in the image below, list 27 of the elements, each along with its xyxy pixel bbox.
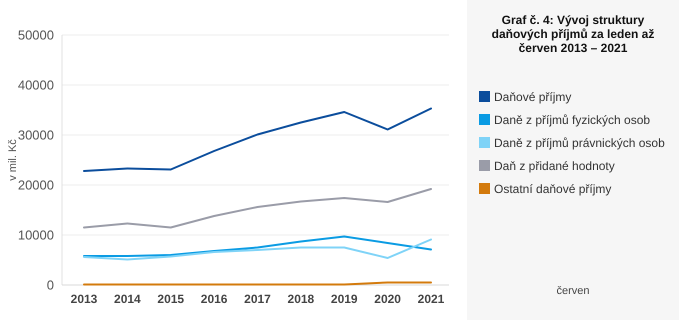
y-tick-label: 40000 <box>18 78 54 93</box>
text: červen <box>556 285 590 297</box>
x-tick-label: 2019 <box>330 292 358 306</box>
x-tick-label: 2016 <box>200 292 228 306</box>
x-tick-label: 2018 <box>288 292 315 306</box>
legend-label: Daně z příjmů fyzických osob <box>494 113 650 128</box>
legend-label: Daňové příjmy <box>494 90 572 104</box>
y-tick-label: 20000 <box>18 178 54 193</box>
line-series <box>83 108 432 172</box>
legend-label: Ostatní daňové příjmy <box>494 182 612 196</box>
text: Graf č. 4: Vývoj struktury daňových příjmů za leden až červen 2013 – 2021 <box>492 13 654 55</box>
x-tick-label: 2020 <box>374 292 402 306</box>
x-tick-label: 2013 <box>70 292 98 306</box>
x-tick-label: 2015 <box>157 292 184 306</box>
y-tick-label: 30000 <box>18 128 54 143</box>
legend-label: Daně z příjmů právnických osob <box>494 136 666 150</box>
line-series <box>83 236 432 257</box>
y-tick-label: 50000 <box>18 28 54 43</box>
y-tick-label: 0 <box>46 278 54 293</box>
x-tick-label: 2021 <box>418 292 445 306</box>
y-tick-label: 10000 <box>18 228 54 243</box>
y-axis-title: v mil. Kč <box>7 138 19 181</box>
line-series <box>83 238 432 260</box>
x-tick-label: 2014 <box>114 292 142 306</box>
x-tick-label: 2017 <box>244 292 272 306</box>
legend-label: Daň z přidané hodnoty <box>494 159 615 174</box>
line-series <box>83 188 432 228</box>
